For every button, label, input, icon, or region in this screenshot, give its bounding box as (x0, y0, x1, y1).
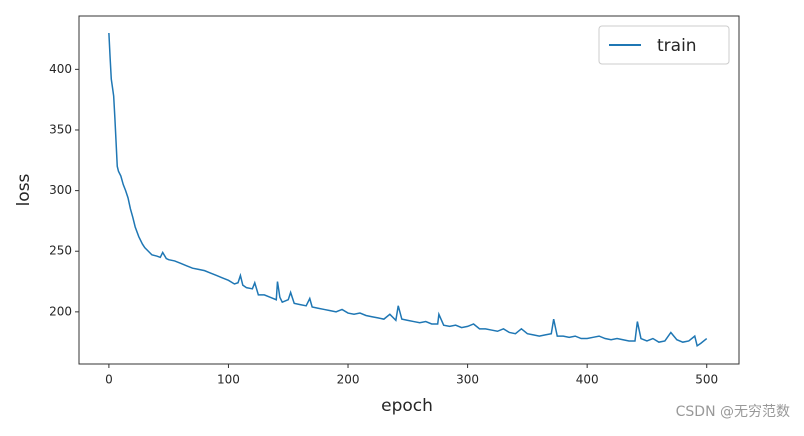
y-tick-label: 350 (49, 122, 72, 136)
x-tick-label: 200 (337, 373, 360, 387)
x-axis-label: epoch (381, 396, 433, 416)
y-axis-label: loss (14, 173, 34, 206)
watermark: CSDN @无穷范数 (676, 403, 790, 420)
line (108, 32, 708, 348)
x-tick-label: 400 (576, 373, 599, 387)
axes-frame (78, 15, 740, 365)
y-tick-label: 400 (49, 62, 72, 76)
y-tick-label: 300 (49, 183, 72, 197)
x-tick-label: 300 (456, 373, 479, 387)
y-tick-label: 200 (49, 304, 72, 318)
legend-box (598, 25, 730, 65)
x-tick-label: 100 (217, 373, 240, 387)
x-tick-label: 0 (105, 373, 113, 387)
legend-label: train (657, 36, 697, 56)
y-tick-label: 250 (49, 244, 72, 258)
x-tick-label: 500 (695, 373, 718, 387)
